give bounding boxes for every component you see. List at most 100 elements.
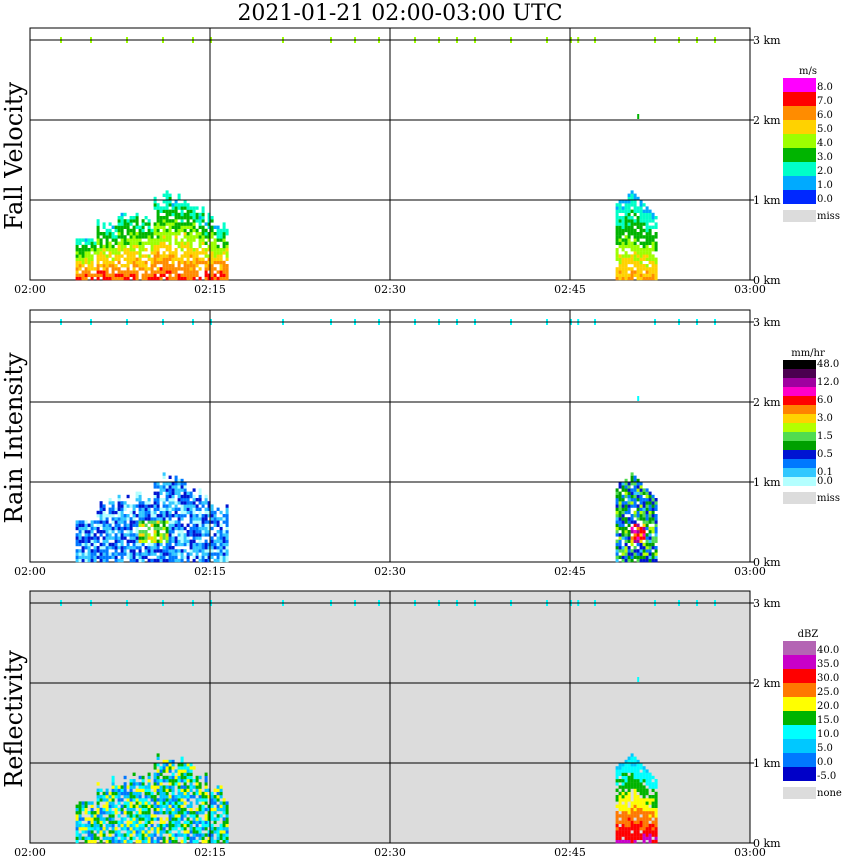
precip-cell [645,836,649,840]
precip-cell [138,539,142,543]
precip-cell [204,533,208,537]
precip-cell [126,251,130,255]
precip-cell [627,222,631,226]
precip-cell [132,807,136,812]
precip-cell [108,833,112,837]
precip-cell [630,232,634,236]
precip-cell [150,833,154,837]
precip-cell [111,232,115,236]
precip-cell [651,216,655,220]
precip-cell [144,555,148,559]
precip-cell [222,558,226,563]
precip-cell [177,216,181,220]
precip-cell [105,836,109,840]
legend-label: 0.1 [817,467,833,478]
precip-cell [153,811,157,815]
precip-cell [180,514,184,518]
precip-cell [627,517,631,521]
precip-cell [639,517,643,521]
precip-cell [147,836,151,840]
precip-cell [96,228,100,233]
precip-cell [639,791,643,796]
precip-cell [90,254,94,258]
precip-cell [642,491,646,495]
precip-cell [153,491,157,495]
legend-label: 48.0 [817,359,839,370]
precip-cell [87,827,91,831]
precip-cell [225,836,229,840]
precip-cell [150,785,154,789]
precip-cell [210,235,214,239]
precip-cell [159,510,163,515]
precip-cell [633,833,637,837]
precip-cell [198,276,202,281]
precip-cell [78,273,82,277]
precip-cell [204,839,208,844]
precip-cell [180,811,184,815]
precip-cell [183,510,187,515]
precip-cell [177,501,181,505]
precip-cell [171,558,175,563]
precip-cell [144,514,148,518]
precip-cell [75,839,79,844]
precip-cell [222,820,226,824]
precip-cell [177,232,181,236]
precip-cell [630,823,634,828]
precip-cell [123,225,127,229]
precip-cell [117,501,121,505]
precip-cell [117,536,121,540]
precip-cell [99,549,103,553]
precip-cell [651,241,655,245]
precip-cell [138,820,142,824]
precip-cell [174,811,178,815]
precip-cell [621,830,625,834]
precip-cell [213,514,217,518]
precip-cell [144,264,148,268]
precip-cell [654,539,658,543]
precip-cell [177,552,181,556]
precip-cell [123,817,127,821]
precip-cell [111,798,115,802]
precip-cell [87,820,91,824]
precip-cell [102,836,106,840]
precip-cell [222,222,226,226]
precip-cell [150,814,154,818]
precip-cell [645,212,649,217]
precip-cell [216,546,220,550]
precip-cell [93,827,97,831]
precip-cell [210,254,214,258]
precip-cell [201,225,205,229]
precip-cell [621,248,625,252]
precip-cell [174,520,178,524]
precip-cell [162,193,166,197]
precip-cell [198,232,202,236]
precip-cell [117,219,121,223]
precip-cell [141,788,145,792]
precip-cell [222,225,226,229]
precip-cell [216,549,220,553]
precip-cell [111,514,115,518]
precip-cell [180,769,184,773]
precip-cell [222,228,226,233]
precip-cell [180,523,184,527]
precip-cell [111,264,115,268]
precip-cell [168,248,172,252]
precip-cell [198,791,202,796]
precip-cell [654,839,658,844]
precip-cell [645,232,649,236]
precip-cell [165,798,169,802]
precip-cell [132,520,136,524]
precip-cell [75,549,79,553]
precip-cell [123,244,127,249]
precip-cell [153,801,157,805]
precip-cell [201,542,205,547]
precip-cell [129,788,133,792]
precip-cell [621,514,625,518]
precip-cell [183,779,187,783]
precip-cell [81,801,85,805]
precip-cell [168,555,172,559]
precip-cell [180,779,184,783]
precip-cell [624,273,628,277]
precip-cell [627,488,631,492]
precip-cell [630,498,634,502]
